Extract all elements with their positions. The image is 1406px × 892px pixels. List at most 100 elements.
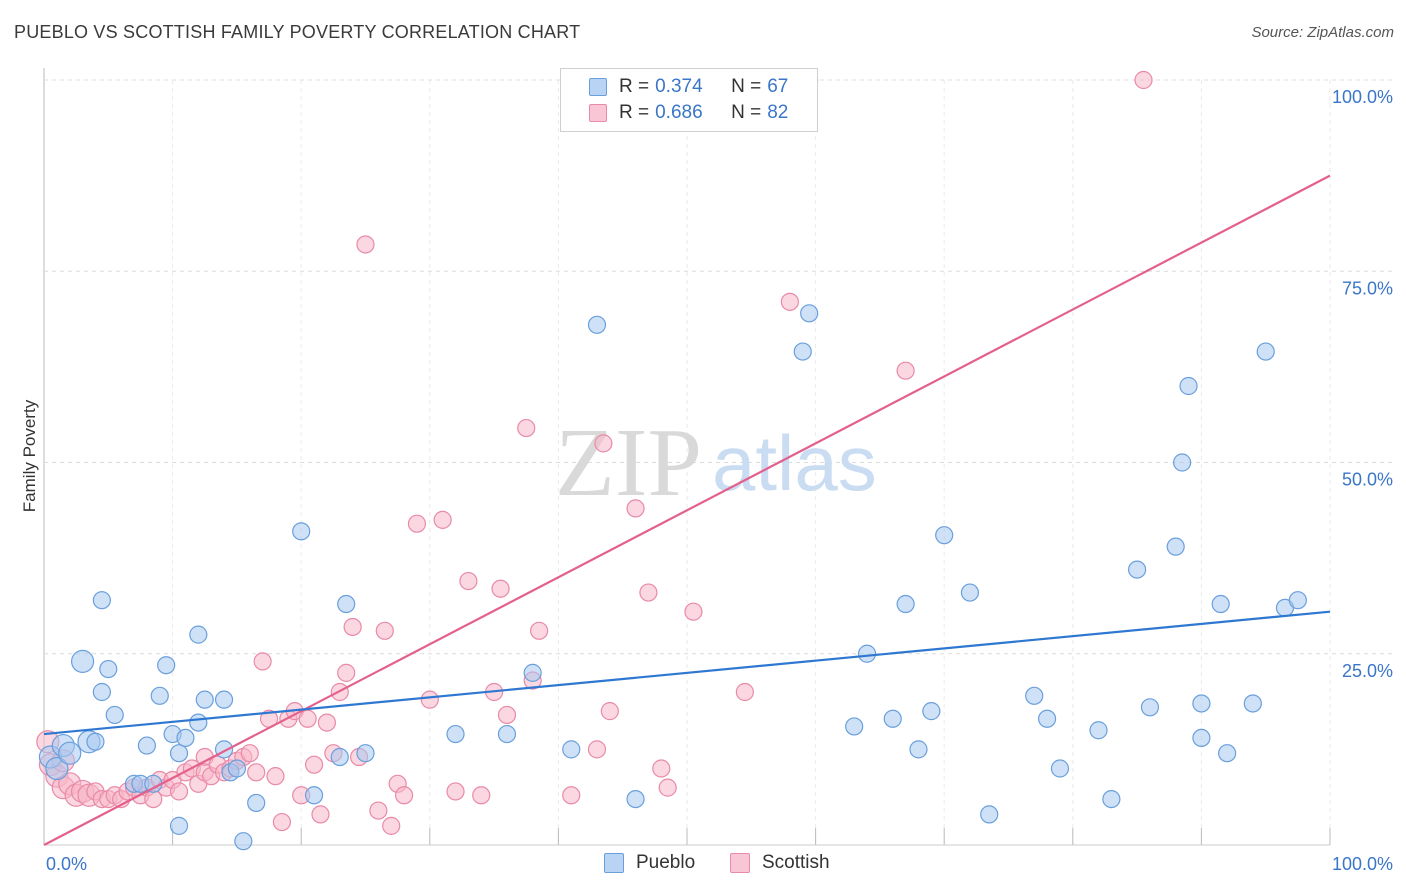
pueblo-point [909, 740, 928, 759]
pueblo-point [214, 690, 234, 709]
grid-layer [43, 68, 1394, 846]
scottish-point [896, 361, 915, 380]
scottish-point [382, 816, 401, 835]
scottish-point [446, 782, 465, 801]
pueblo-point [292, 522, 311, 541]
scottish-point [369, 801, 388, 820]
pueblo-point [523, 663, 542, 682]
pueblo-point [247, 793, 266, 813]
scottish-point [491, 579, 510, 598]
scottish-point [433, 510, 452, 529]
scottish-point [780, 292, 799, 311]
pueblo-point [58, 741, 82, 765]
scottish-point [735, 682, 754, 702]
pueblo-point [1050, 759, 1070, 778]
pueblo-point [176, 728, 195, 748]
scottish-point [304, 755, 324, 774]
scottish-point [407, 514, 427, 533]
pueblo-point [189, 713, 208, 732]
pueblo-point [1173, 453, 1192, 472]
scottish-point [639, 583, 658, 602]
pueblo-point [1102, 789, 1121, 809]
pueblo-point [845, 717, 864, 736]
scottish-point [420, 690, 439, 709]
pueblo-point [1288, 591, 1307, 610]
pueblo-point [935, 526, 954, 545]
legend-n-label: N = [731, 102, 762, 123]
bottom-legend-label-scottish: Scottish [762, 852, 830, 873]
pueblo-point [1025, 686, 1044, 705]
scottish-point [472, 786, 491, 805]
pueblo-point [1256, 342, 1275, 361]
y-tick-label: 50.0% [1342, 470, 1393, 490]
scottish-point [356, 235, 375, 254]
pueblo-trend-line [43, 610, 1331, 736]
scottish-point [266, 767, 285, 786]
legend-n-label: N = [731, 76, 762, 97]
scottish-point [652, 759, 671, 778]
scottish-point [684, 602, 703, 621]
legend-r-label: R = [619, 102, 650, 123]
legend-scottish-n: 82 [767, 102, 789, 123]
x-tick-label: 100.0% [1332, 854, 1393, 874]
scottish-point [298, 709, 317, 728]
pueblo-point [980, 805, 999, 824]
pueblo-point [304, 786, 324, 805]
scottish-point [337, 663, 356, 682]
pueblo-point [227, 759, 246, 778]
scottish-point [272, 812, 292, 832]
legend-swatch-pueblo [589, 78, 607, 96]
watermark-atlas: atlas [712, 419, 877, 507]
scottish-point [247, 763, 266, 782]
pueblo-point [800, 304, 819, 323]
pueblo-point [1037, 709, 1057, 728]
legend-pueblo-r: 0.374 [655, 76, 703, 97]
pueblo-point [896, 594, 915, 614]
pueblo-point [157, 656, 176, 675]
legend-swatch-scottish [589, 104, 607, 122]
pueblo-point [92, 682, 111, 702]
series-scottish-points [36, 70, 1153, 835]
scottish-point [562, 786, 581, 805]
trend-lines [43, 174, 1331, 846]
scottish-point [240, 744, 259, 763]
pueblo-point [1140, 698, 1160, 717]
scottish-point [594, 434, 613, 453]
source-label: Source: ZipAtlas.com [1251, 24, 1394, 41]
pueblo-point [626, 789, 645, 809]
pueblo-point [330, 747, 349, 767]
scottish-point [600, 702, 619, 721]
pueblo-point [1089, 721, 1108, 740]
pueblo-point [587, 315, 607, 334]
scottish-point [1134, 70, 1153, 90]
scottish-point [375, 621, 394, 640]
bottom-legend-scottish: Scottish [730, 852, 830, 874]
watermark: ZIP atlas [555, 409, 877, 517]
legend-row-scottish: R = 0.686 N = 82 [589, 101, 788, 125]
legend: R = 0.374 N = 67 R = 0.686 N = 82 [560, 68, 818, 132]
pueblo-point [86, 732, 105, 751]
scottish-point [311, 805, 330, 824]
legend-scottish-r: 0.686 [655, 102, 703, 123]
pueblo-point [1211, 594, 1230, 614]
scottish-point [317, 713, 337, 732]
pueblo-point [960, 583, 980, 602]
legend-row-pueblo: R = 0.374 N = 67 [589, 75, 788, 99]
bottom-legend-pueblo: Pueblo [604, 852, 695, 874]
pueblo-point [1179, 376, 1198, 396]
bottom-legend-label-pueblo: Pueblo [636, 852, 696, 873]
bottom-legend-swatch-scottish [730, 853, 750, 873]
pueblo-point [1243, 694, 1262, 713]
scottish-point [169, 782, 189, 801]
scottish-point [530, 621, 549, 640]
scottish-point [459, 571, 478, 591]
scottish-point [394, 786, 414, 805]
scottish-point [658, 778, 677, 797]
legend-r-label: R = [619, 76, 650, 97]
series-pueblo-points [38, 304, 1307, 851]
scottish-point [343, 617, 362, 637]
pueblo-point [70, 649, 95, 674]
pueblo-point [169, 744, 189, 763]
y-tick-label: 75.0% [1342, 278, 1393, 298]
